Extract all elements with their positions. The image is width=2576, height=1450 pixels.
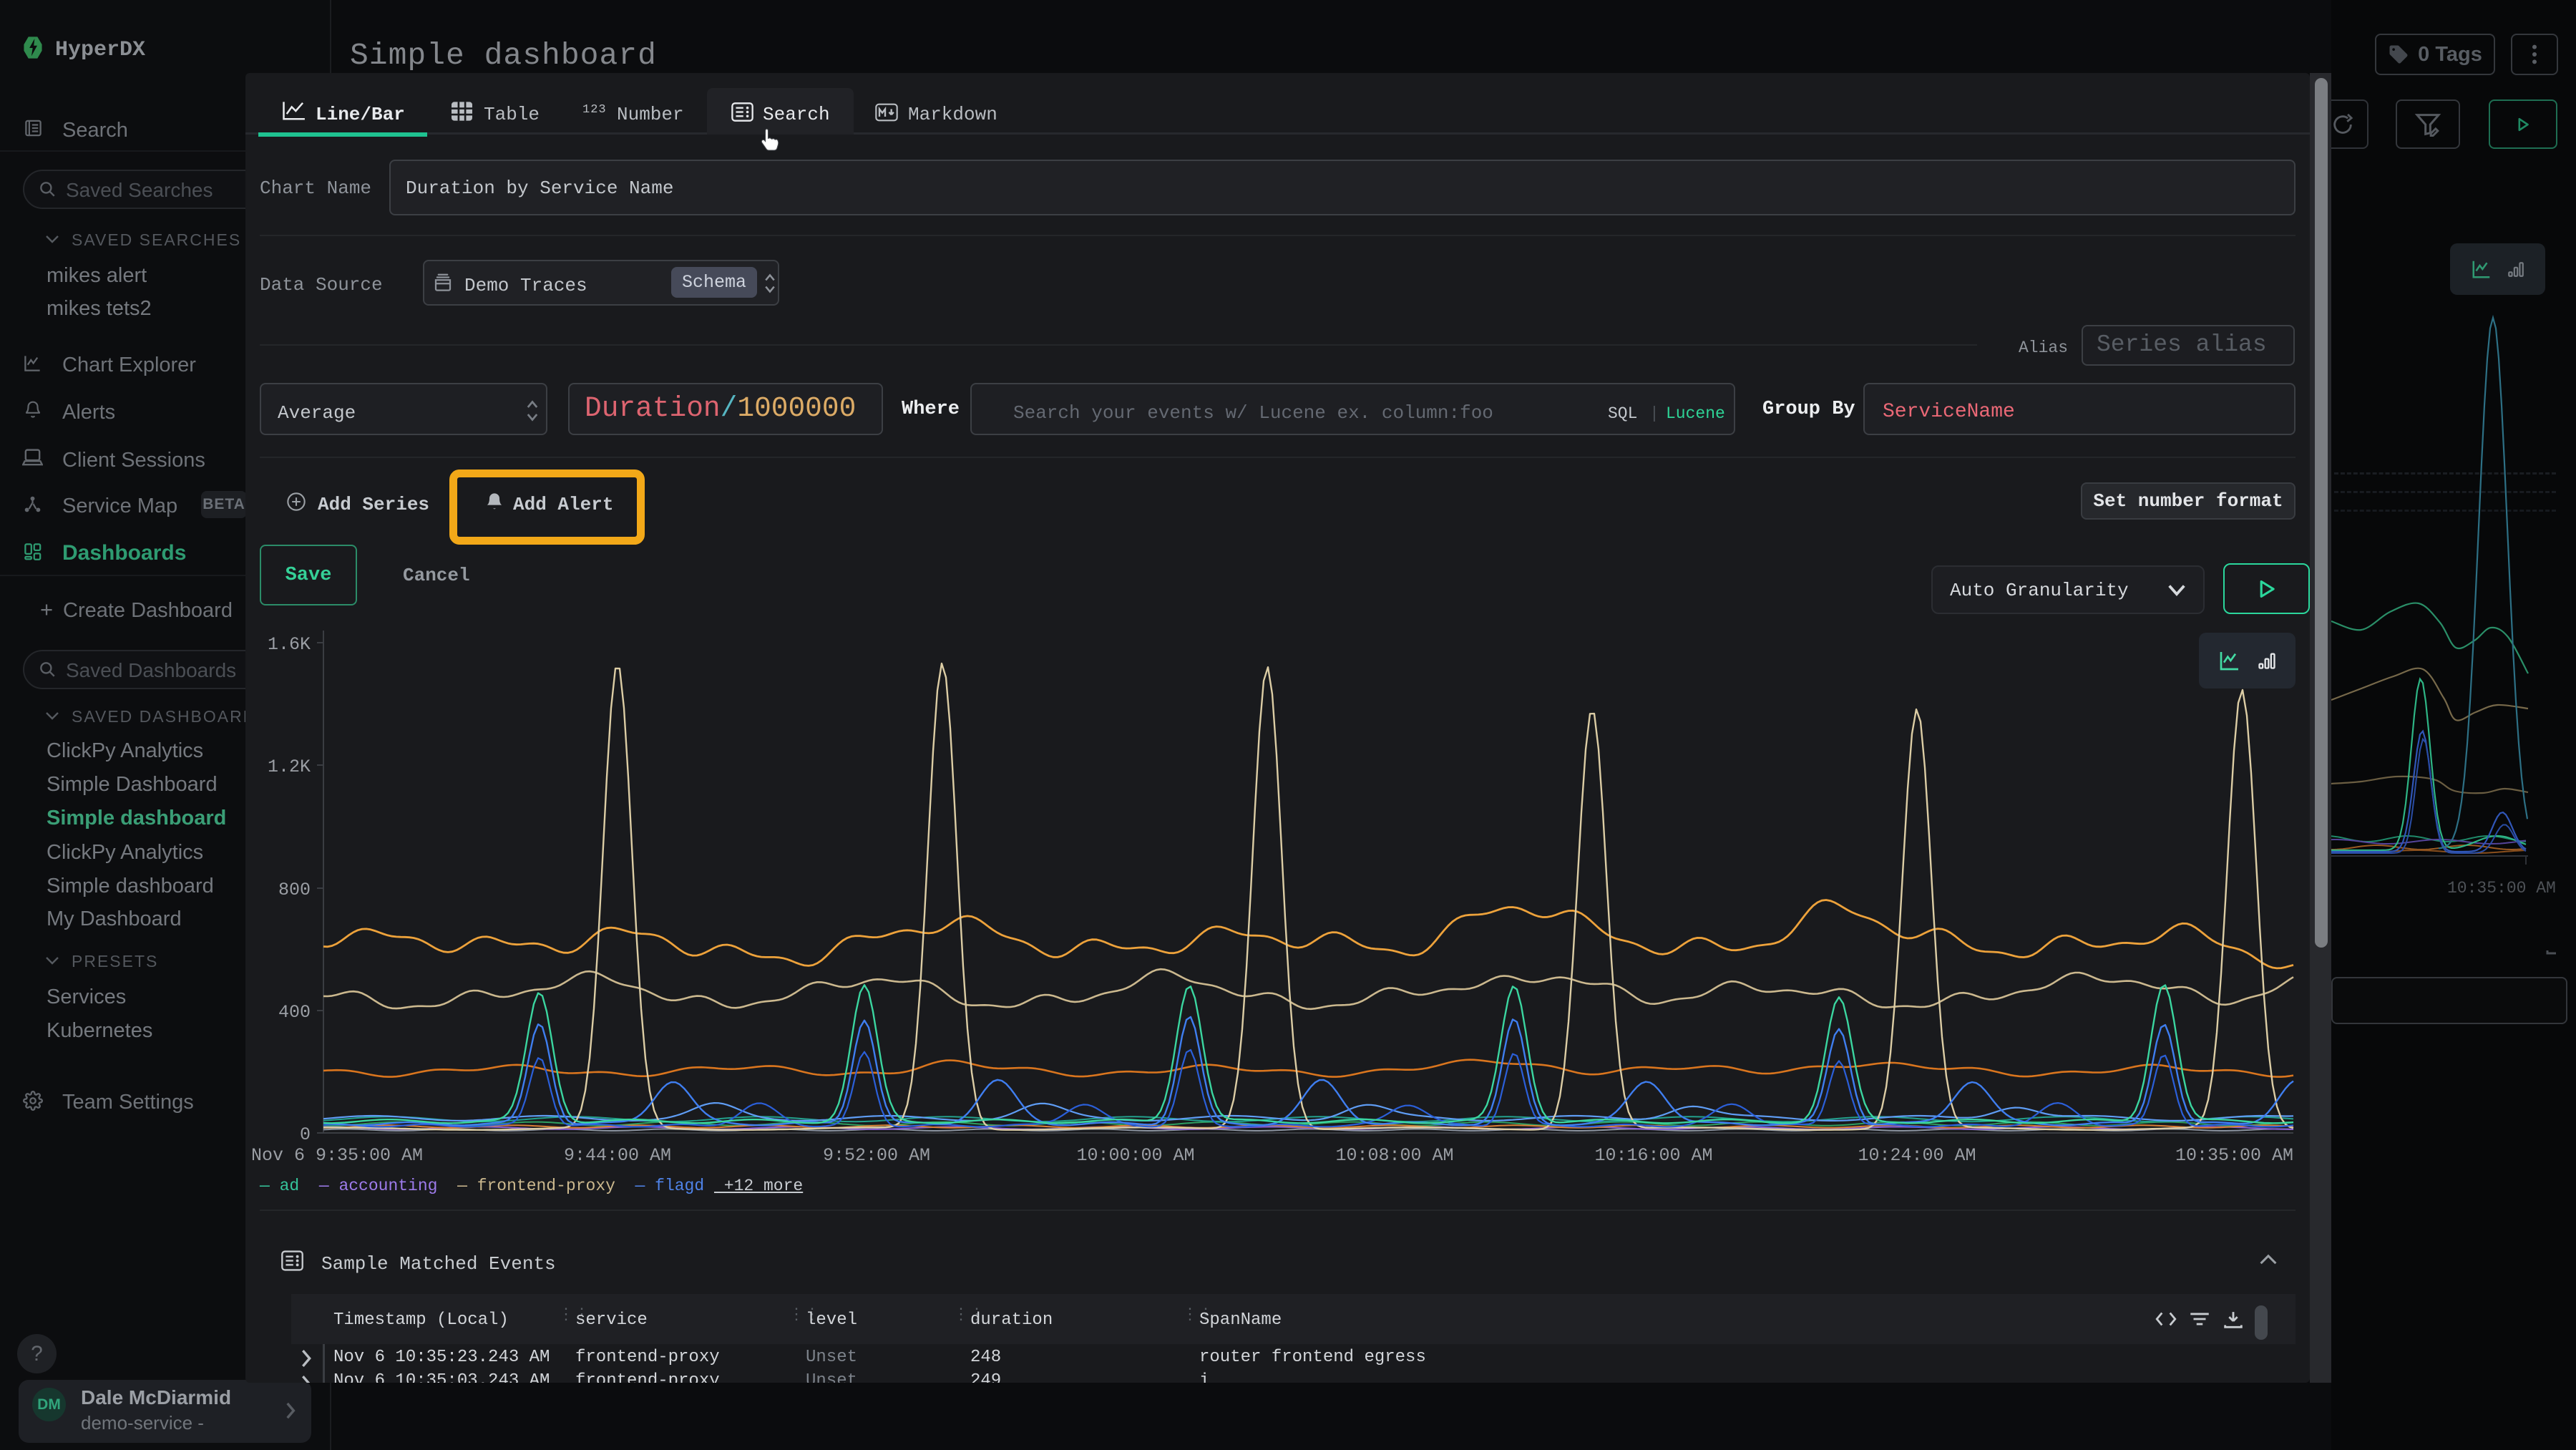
svg-text:Nov 6 9:35:00 AM: Nov 6 9:35:00 AM — [251, 1145, 423, 1166]
svg-text:10:24:00 AM: 10:24:00 AM — [1858, 1145, 1976, 1166]
svg-text:10:35:00 AM: 10:35:00 AM — [2175, 1145, 2293, 1166]
svg-text:9:52:00 AM: 9:52:00 AM — [823, 1145, 930, 1166]
svg-text:1.6K: 1.6K — [268, 634, 311, 655]
svg-text:10:08:00 AM: 10:08:00 AM — [1335, 1145, 1453, 1166]
svg-text:0: 0 — [300, 1124, 311, 1145]
svg-text:800: 800 — [278, 880, 311, 900]
svg-text:10:16:00 AM: 10:16:00 AM — [1594, 1145, 1712, 1166]
svg-text:9:44:00 AM: 9:44:00 AM — [564, 1145, 671, 1166]
svg-text:10:00:00 AM: 10:00:00 AM — [1076, 1145, 1194, 1166]
svg-text:400: 400 — [278, 1002, 311, 1023]
svg-text:1.2K: 1.2K — [268, 756, 311, 777]
